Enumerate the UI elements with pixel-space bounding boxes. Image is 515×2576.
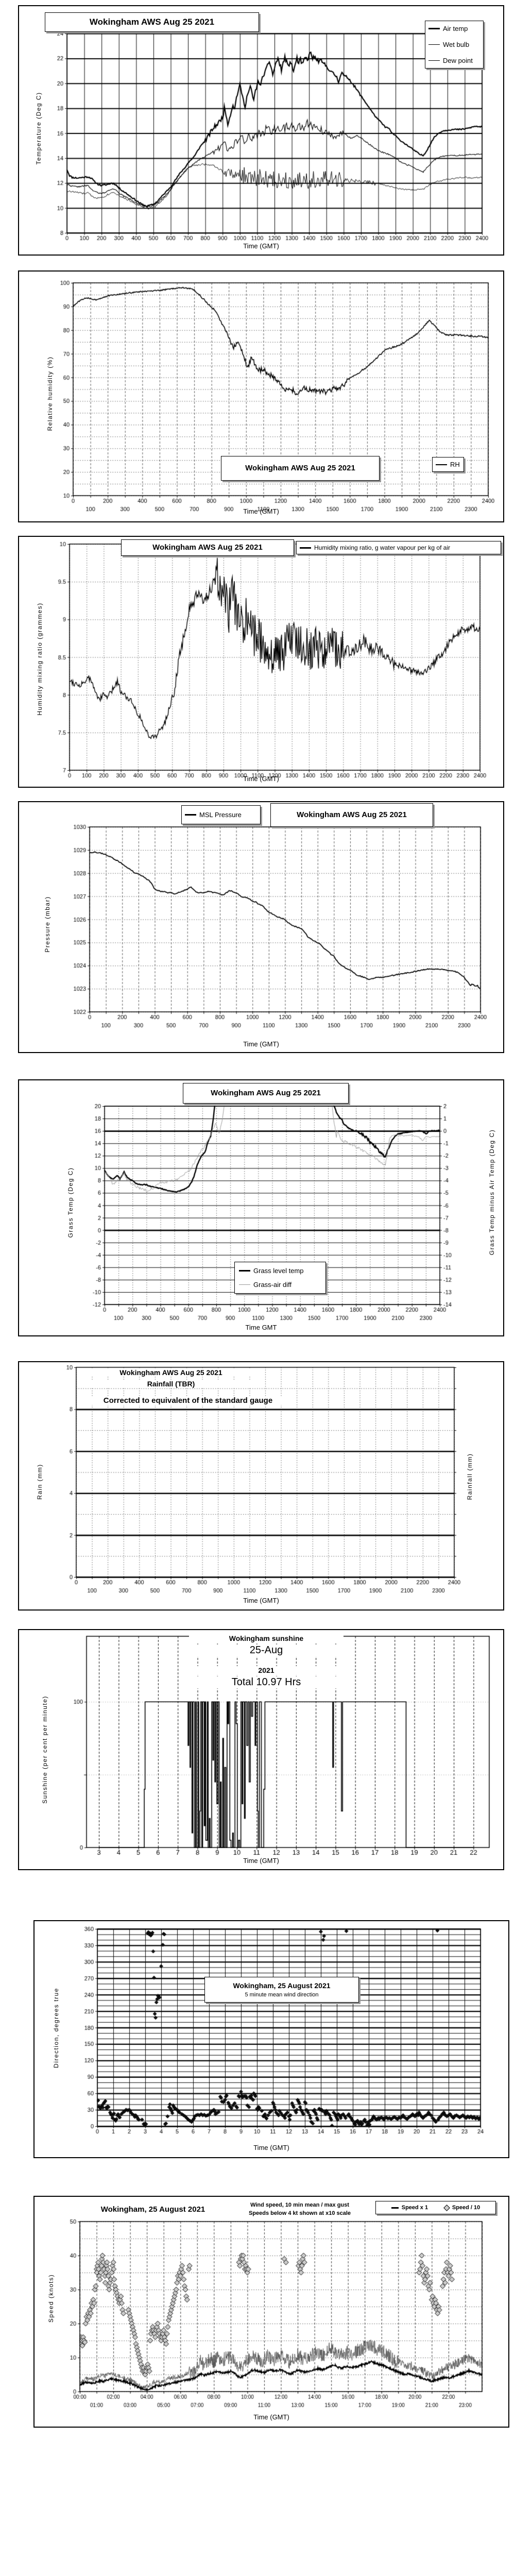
- legend-item-speed-div10: Speed / 10: [442, 2204, 482, 2211]
- legend-item-grass-level-temp: Grass level temp: [237, 1266, 323, 1275]
- chart-title-box: Wokingham AWS Aug 25 2021: [121, 539, 294, 556]
- chart-title-box: Wokingham AWS Aug 25 2021: [183, 1083, 349, 1104]
- x-axis-title: Time (GMT): [243, 775, 279, 783]
- legend-label: Wet bulb: [443, 41, 470, 48]
- speed-diamond-swatch: [443, 2204, 450, 2211]
- wet-bulb-line-swatch: [428, 44, 440, 45]
- mixing-ratio-plot-canvas: [19, 537, 503, 787]
- y-axis-title: Rain (mm): [36, 1464, 43, 1500]
- wind-speed-plot-canvas: [35, 2197, 508, 2427]
- legend-label: Air temp: [443, 25, 468, 32]
- chart-title: Wokingham AWS Aug 25 2021: [211, 1089, 321, 1097]
- x-axis-title: Time (GMT): [253, 2413, 289, 2421]
- legend-label: Grass-air diff: [253, 1281, 292, 1289]
- pressure-plot-canvas: [19, 802, 503, 1052]
- temperature-plot-canvas: [19, 6, 503, 255]
- chart-title: Wokingham, 25 August 2021: [233, 1981, 331, 1990]
- wind-direction-chart: Wokingham, 25 August 2021 5 minute mean …: [33, 1920, 509, 2158]
- legend-item-msl-pressure: MSL Pressure: [183, 810, 259, 819]
- speed-line-swatch: [391, 2207, 399, 2209]
- legend-label: Grass level temp: [253, 1267, 304, 1275]
- legend-box: RH: [432, 457, 464, 472]
- y-axis-title: Temperature (Deg C): [35, 92, 42, 165]
- legend-box: Speed x 1 Speed / 10: [375, 2201, 496, 2214]
- air-temp-line-swatch: [428, 28, 440, 29]
- chart-title: Wokingham sunshine: [189, 1634, 344, 1642]
- legend-label: Speed / 10: [452, 2205, 480, 2211]
- grass-temp-chart: Wokingham AWS Aug 25 2021 Grass level te…: [18, 1079, 504, 1336]
- sunshine-total: Total 10.97 Hrs: [189, 1676, 344, 1688]
- pressure-chart: MSL Pressure Wokingham AWS Aug 25 2021 P…: [18, 801, 504, 1053]
- chart-subtitle: Rainfall (TBR): [86, 1380, 256, 1388]
- rh-line-swatch: [436, 464, 447, 465]
- chart-year: 2021: [189, 1666, 344, 1674]
- y-axis-title: Direction, degrees true: [53, 1988, 60, 2068]
- legend-box: Grass level temp Grass-air diff: [234, 1262, 326, 1294]
- legend-item-grass-air-diff: Grass-air diff: [237, 1280, 323, 1289]
- chart-title-box: Wokingham AWS Aug 25 2021: [270, 803, 433, 827]
- wind-speed-note-1: Wind speed, 10 min mean / max gust: [235, 2202, 364, 2208]
- y-axis-title: Relative humidity (%): [46, 356, 54, 431]
- humidity-plot-canvas: [19, 272, 503, 521]
- wind-speed-chart: Wokingham, 25 August 2021 Wind speed, 10…: [33, 2196, 509, 2428]
- y-axis-title: Pressure (mbar): [44, 896, 51, 953]
- temperature-chart: Wokingham AWS Aug 25 2021 Air temp Wet b…: [18, 5, 504, 256]
- wind-direction-plot-canvas: [35, 1921, 508, 2157]
- mixing-ratio-chart: Wokingham AWS Aug 25 2021 Humidity mixin…: [18, 536, 504, 788]
- x-axis-title: Time (GMT): [243, 1597, 279, 1604]
- legend-label: RH: [450, 461, 460, 468]
- legend-box: Humidity mixing ratio, g water vapour pe…: [296, 541, 501, 554]
- wind-speed-note-2: Speeds below 4 kt shown at x10 scale: [235, 2210, 364, 2216]
- mixing-ratio-line-swatch: [300, 547, 311, 549]
- chart-title: Wokingham AWS Aug 25 2021: [152, 543, 263, 552]
- y-axis-title: Speed (knots): [47, 2274, 55, 2323]
- x-axis-title: Time GMT: [245, 1324, 277, 1331]
- legend-box: MSL Pressure: [181, 805, 261, 824]
- chart-title: Wokingham AWS Aug 25 2021: [86, 1368, 256, 1377]
- grass-temp-line-swatch: [239, 1270, 250, 1272]
- x-axis-title: Time (GMT): [253, 2144, 289, 2151]
- sunshine-chart: Wokingham sunshine 25-Aug 2021 Total 10.…: [18, 1629, 504, 1870]
- chart-subtitle: 5 minute mean wind direction: [245, 1992, 319, 1998]
- x-axis-title: Time (GMT): [243, 242, 279, 250]
- y2-axis-title: Rainfall (mm): [466, 1453, 473, 1500]
- pressure-line-swatch: [185, 814, 196, 816]
- legend-box: Air temp Wet bulb Dew point: [425, 21, 484, 69]
- chart-title: Wokingham AWS Aug 25 2021: [245, 464, 355, 472]
- y-axis-title: Sunshine (per cent per minute): [41, 1696, 48, 1804]
- y-axis-title: Grass Temp (Deg C): [67, 1167, 74, 1238]
- legend-item-speed-x1: Speed x 1: [389, 2204, 430, 2211]
- legend-label: Dew point: [443, 57, 473, 64]
- dew-point-line-swatch: [428, 60, 440, 61]
- chart-title: Wokingham, 25 August 2021: [81, 2205, 225, 2214]
- x-axis-title: Time (GMT): [243, 1040, 279, 1048]
- legend-label: Humidity mixing ratio, g water vapour pe…: [314, 544, 451, 551]
- grass-temp-plot-canvas: [19, 1080, 503, 1335]
- humidity-chart: Wokingham AWS Aug 25 2021 RH Relative hu…: [18, 270, 504, 522]
- chart-title: Wokingham AWS Aug 25 2021: [89, 17, 215, 27]
- legend-item-wet-bulb: Wet bulb: [426, 40, 482, 49]
- y-axis-title: Humidity mixing ratio (grammes): [36, 602, 43, 716]
- chart-title-box: Wokingham AWS Aug 25 2021: [221, 456, 380, 481]
- chart-date: 25-Aug: [189, 1645, 344, 1656]
- y2-axis-title: Grass Temp minus Air Temp (Deg C): [488, 1129, 495, 1256]
- chart-title-box: Wokingham, 25 August 2021 5 minute mean …: [204, 1977, 359, 2003]
- chart-title: Wokingham AWS Aug 25 2021: [297, 810, 407, 819]
- legend-item-air-temp: Air temp: [426, 24, 482, 33]
- legend-label: MSL Pressure: [199, 811, 242, 819]
- legend-item-mixing-ratio: Humidity mixing ratio, g water vapour pe…: [298, 544, 500, 552]
- chart-title-box: Wokingham AWS Aug 25 2021: [45, 12, 259, 32]
- x-axis-title: Time (GMT): [243, 1857, 279, 1865]
- legend-item-rh: RH: [434, 460, 462, 469]
- legend-item-dew-point: Dew point: [426, 56, 482, 65]
- x-axis-title: Time (GMT): [243, 507, 279, 515]
- grass-air-diff-line-swatch: [239, 1284, 250, 1285]
- legend-label: Speed x 1: [401, 2205, 428, 2211]
- rainfall-note: Corrected to equivalent of the standard …: [80, 1396, 296, 1405]
- rainfall-chart: Wokingham AWS Aug 25 2021 Rainfall (TBR)…: [18, 1361, 504, 1611]
